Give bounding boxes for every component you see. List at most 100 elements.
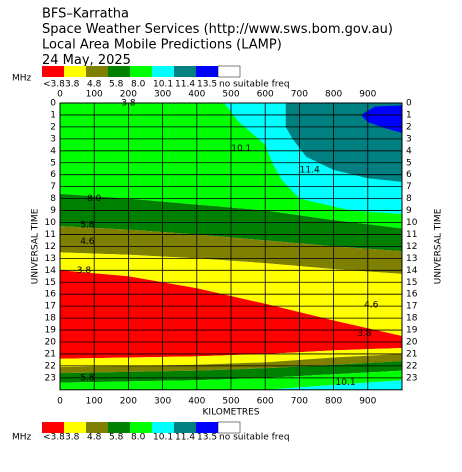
contour-label: 3.8 bbox=[77, 266, 92, 276]
legend-label: 8.0 bbox=[131, 433, 146, 443]
legend-label: 4.8 bbox=[87, 433, 102, 443]
contour-region bbox=[360, 105, 402, 133]
y-tick-label: 12 bbox=[45, 242, 56, 252]
legend-swatch bbox=[130, 66, 152, 77]
contour-label: 11.4 bbox=[300, 165, 320, 175]
y-tick-label: 14 bbox=[45, 266, 57, 276]
contour-band bbox=[60, 380, 402, 390]
x-tick-label: 400 bbox=[188, 396, 205, 406]
y-tick-label: 11 bbox=[45, 230, 56, 240]
legend-swatch bbox=[64, 66, 86, 77]
legend-swatch bbox=[108, 66, 130, 77]
x-tick-label: 900 bbox=[359, 396, 376, 406]
contour-label: 5.8 bbox=[80, 373, 95, 383]
legend-label: <3.8 bbox=[43, 80, 65, 90]
legend-label: 5.8 bbox=[109, 80, 124, 90]
x-tick-label: 500 bbox=[222, 90, 239, 100]
y-tick-label: 12 bbox=[406, 242, 417, 252]
legend-label: no suitable freq bbox=[219, 433, 290, 443]
x-tick-label: 800 bbox=[325, 396, 342, 406]
legend-unit: MHz bbox=[12, 74, 32, 84]
y-tick-label: 3 bbox=[50, 134, 56, 144]
y-tick-label: 1 bbox=[50, 110, 56, 120]
y-tick-label: 18 bbox=[406, 314, 418, 324]
y-tick-label: 22 bbox=[406, 361, 417, 371]
y-tick-label: 5 bbox=[406, 158, 412, 168]
y-axis-label: UNIVERSAL TIME bbox=[31, 208, 41, 284]
y-tick-label: 8 bbox=[50, 194, 56, 204]
legend-label: 10.1 bbox=[153, 433, 173, 443]
contour-label: 3.8 bbox=[121, 99, 136, 109]
y-tick-label: 14 bbox=[406, 266, 418, 276]
y-tick-label: 17 bbox=[45, 302, 56, 312]
contour-label: 5.8 bbox=[80, 220, 95, 230]
x-tick-label: 300 bbox=[154, 396, 171, 406]
legend-label: no suitable freq bbox=[219, 80, 290, 90]
y-tick-label: 15 bbox=[406, 278, 417, 288]
y-tick-label: 23 bbox=[45, 373, 56, 383]
legend-label: 10.1 bbox=[153, 80, 173, 90]
legend-label: 3.8 bbox=[65, 80, 80, 90]
y-tick-label: 10 bbox=[45, 218, 57, 228]
legend-swatch bbox=[64, 422, 86, 433]
legend-label: 5.8 bbox=[109, 433, 124, 443]
x-tick-label: 100 bbox=[86, 90, 103, 100]
y-tick-label: 1 bbox=[406, 110, 412, 120]
legend-label: 11.4 bbox=[175, 80, 195, 90]
legend-swatch bbox=[174, 422, 196, 433]
legend-swatch bbox=[42, 66, 64, 77]
x-tick-label: 200 bbox=[120, 396, 137, 406]
contour-label: 10.1 bbox=[231, 144, 251, 154]
x-tick-label: 0 bbox=[57, 396, 63, 406]
x-tick-label: 700 bbox=[291, 396, 308, 406]
y-axis-label: UNIVERSAL TIME bbox=[434, 208, 444, 284]
legend-label: 13.5 bbox=[197, 433, 217, 443]
plot-frame bbox=[59, 102, 403, 391]
y-tick-label: 0 bbox=[50, 99, 56, 109]
y-tick-label: 8 bbox=[406, 194, 412, 204]
y-tick-label: 16 bbox=[45, 290, 57, 300]
legend-swatch bbox=[217, 65, 241, 78]
y-tick-label: 16 bbox=[406, 290, 418, 300]
y-tick-label: 7 bbox=[406, 182, 412, 192]
legend-swatch bbox=[152, 66, 174, 77]
contour-label: 8.0 bbox=[87, 194, 102, 204]
title-line: Space Weather Services (http://www.sws.b… bbox=[42, 22, 393, 37]
y-tick-label: 6 bbox=[406, 170, 412, 180]
contour-label: 4.6 bbox=[80, 237, 95, 247]
title-line: 24 May, 2025 bbox=[42, 53, 131, 68]
legend-label: 13.5 bbox=[197, 80, 217, 90]
x-axis-label: KILOMETRES bbox=[203, 407, 260, 417]
title-line: Local Area Mobile Predictions (LAMP) bbox=[42, 38, 282, 53]
y-tick-label: 5 bbox=[50, 158, 56, 168]
legend-swatch bbox=[130, 422, 152, 433]
legend-swatch bbox=[86, 422, 108, 433]
legend-swatch bbox=[152, 422, 174, 433]
contour-label: 10.1 bbox=[336, 378, 356, 388]
legend-swatch bbox=[196, 422, 218, 433]
x-tick-label: 600 bbox=[257, 90, 274, 100]
legend-swatch bbox=[108, 422, 130, 433]
y-tick-label: 17 bbox=[406, 302, 417, 312]
legend-label: 4.8 bbox=[87, 80, 102, 90]
y-tick-label: 11 bbox=[406, 230, 417, 240]
title-line: BFS–Karratha bbox=[42, 7, 129, 22]
legend-swatch bbox=[42, 422, 64, 433]
y-tick-label: 13 bbox=[45, 254, 56, 264]
y-tick-label: 0 bbox=[406, 99, 412, 109]
legend-swatch bbox=[217, 421, 241, 434]
legend-swatch bbox=[196, 66, 218, 77]
y-tick-label: 9 bbox=[50, 206, 56, 216]
x-tick-label: 0 bbox=[57, 90, 63, 100]
y-tick-label: 4 bbox=[50, 146, 56, 156]
y-tick-label: 18 bbox=[45, 314, 57, 324]
x-tick-label: 300 bbox=[154, 90, 171, 100]
y-tick-label: 3 bbox=[406, 134, 412, 144]
y-tick-label: 21 bbox=[406, 349, 417, 359]
y-tick-label: 9 bbox=[406, 206, 412, 216]
y-tick-label: 19 bbox=[45, 326, 57, 336]
contour-label: 4.6 bbox=[364, 300, 379, 310]
legend-label: <3.8 bbox=[43, 433, 65, 443]
legend-label: 11.4 bbox=[175, 433, 195, 443]
